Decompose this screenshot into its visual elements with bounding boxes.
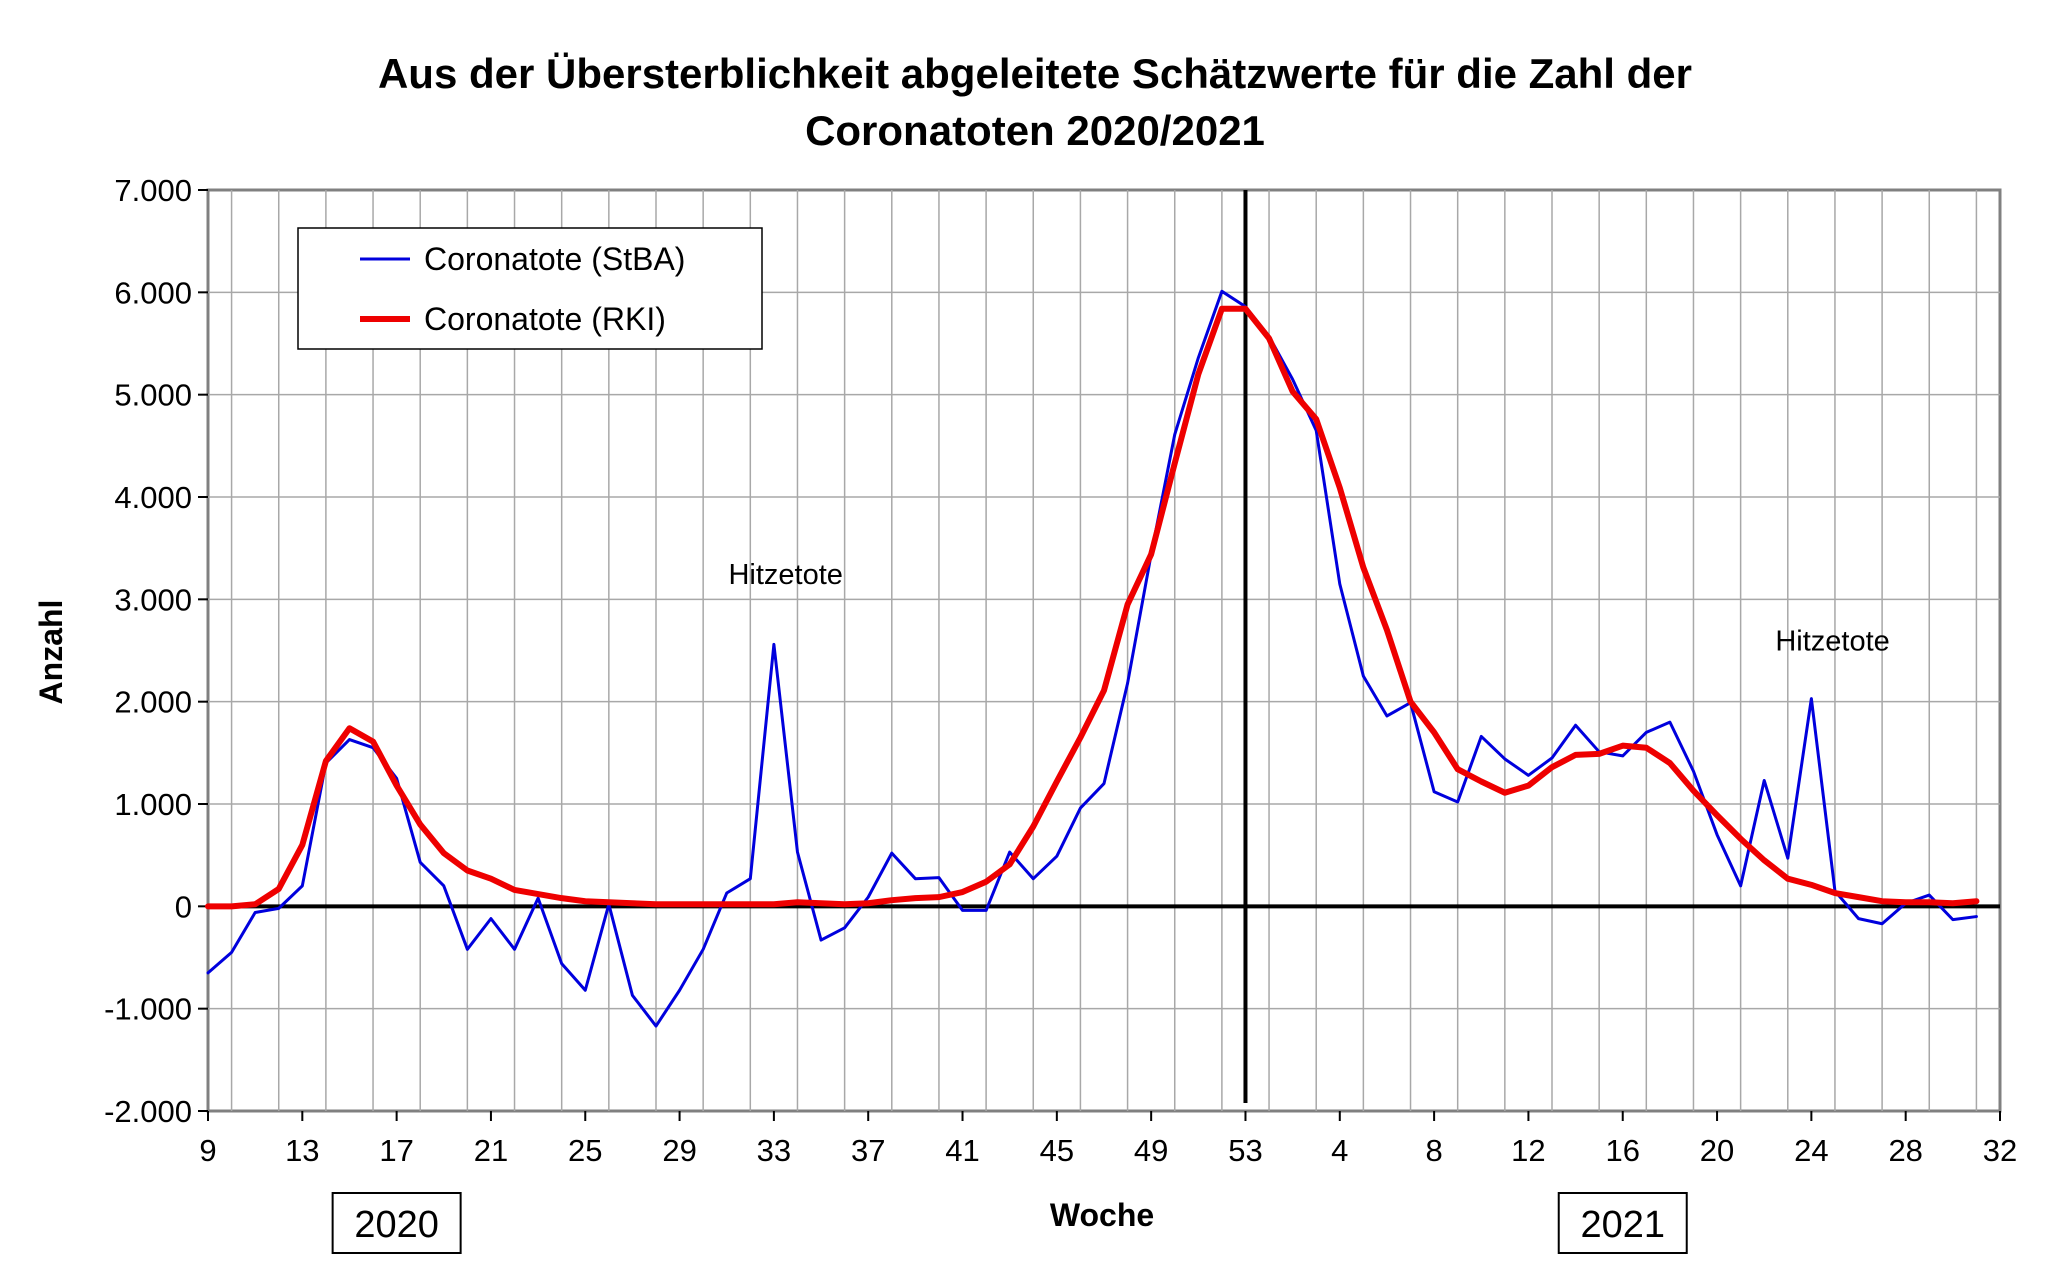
legend-box <box>297 227 763 350</box>
x-tick-label: 37 <box>851 1133 885 1168</box>
series-lines <box>205 289 1980 1028</box>
legend: Coronatote (StBA) Coronatote (RKI) <box>297 227 763 350</box>
y-tick-label: 7.000 <box>114 173 192 208</box>
x-tick-label: 49 <box>1134 1133 1168 1168</box>
legend-label-stba: Coronatote (StBA) <box>424 241 685 277</box>
x-tick-label: 45 <box>1040 1133 1074 1168</box>
x-axis-label: Woche <box>1050 1197 1154 1233</box>
x-tick-label: 9 <box>199 1133 216 1168</box>
x-tick-label: 4 <box>1331 1133 1348 1168</box>
chart-title-line-2: Coronatoten 2020/2021 <box>805 107 1265 154</box>
y-tick-label: 3.000 <box>114 582 192 617</box>
series-line-rki <box>205 305 1980 910</box>
legend-label-rki: Coronatote (RKI) <box>424 301 666 337</box>
x-tick-label: 29 <box>662 1133 696 1168</box>
y-axis: 7.000 6.000 5.000 4.000 3.000 2.000 1.000 0 -1.0… <box>104 173 208 1129</box>
year-label: 2021 <box>1580 1204 1665 1246</box>
x-tick-label: 21 <box>474 1133 508 1168</box>
y-tick-label: -2.000 <box>104 1094 192 1129</box>
x-axis: 9 13 17 21 25 29 33 37 41 45 49 53 4 8 12 16 20 24 28 32 <box>199 1111 2017 1168</box>
horizontal-gridlines <box>208 291 2000 1010</box>
year-box <box>331 1192 462 1254</box>
x-tick-label: 32 <box>1983 1133 2017 1168</box>
x-tick-label: 12 <box>1511 1133 1545 1168</box>
x-tick-label: 16 <box>1605 1133 1639 1168</box>
annotation-label: Hitzetote <box>728 559 842 591</box>
y-tick-label: 1.000 <box>114 787 192 822</box>
x-tick-label: 41 <box>945 1133 979 1168</box>
x-tick-label: 17 <box>379 1133 413 1168</box>
x-tick-label: 28 <box>1888 1133 1922 1168</box>
x-tick-label: 20 <box>1700 1133 1734 1168</box>
y-tick-label: -1.000 <box>104 992 192 1027</box>
x-tick-label: 24 <box>1794 1133 1828 1168</box>
x-tick-label: 33 <box>757 1133 791 1168</box>
annotation-label: Hitzetote <box>1775 626 1889 658</box>
year-label: 2020 <box>354 1204 439 1246</box>
annotations: Hitzetote Hitzetote <box>728 559 1889 658</box>
series-line-stba <box>206 289 1978 1028</box>
y-tick-label: 0 <box>175 889 192 924</box>
x-tick-label: 13 <box>285 1133 319 1168</box>
year-markers: 2020 2021 <box>331 1192 1688 1254</box>
y-tick-label: 4.000 <box>114 480 192 515</box>
y-tick-label: 5.000 <box>114 378 192 413</box>
year-box <box>1557 1192 1688 1254</box>
x-tick-label: 25 <box>568 1133 602 1168</box>
x-tick-label: 8 <box>1425 1133 1442 1168</box>
y-tick-label: 2.000 <box>114 685 192 720</box>
x-tick-label: 53 <box>1228 1133 1262 1168</box>
y-tick-label: 6.000 <box>114 275 192 310</box>
y-axis-label: Anzahl <box>33 600 69 705</box>
chart-title-line-1: Aus der Übersterblichkeit abgeleitete Sc… <box>378 50 1692 97</box>
